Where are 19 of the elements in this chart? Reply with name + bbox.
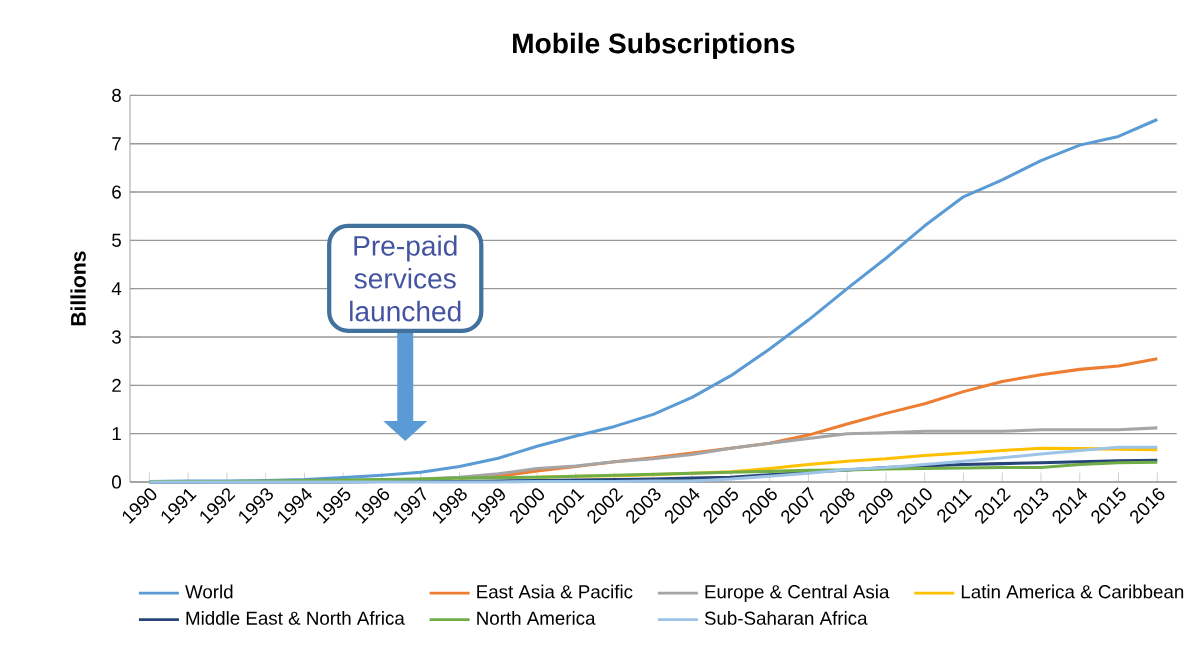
legend-label: North America [477, 611, 596, 625]
legend-label: Latin America & Caribbean [961, 584, 1184, 599]
chart-title: Mobile Subscriptions [513, 32, 795, 59]
y-axis-title: Billions [70, 251, 86, 326]
legend-label: Middle East & North Africa [186, 611, 405, 625]
y-tick-label: 1 [112, 427, 121, 441]
y-tick-label: 4 [111, 282, 122, 296]
y-tick-label: 6 [112, 185, 121, 199]
legend-label: World [185, 584, 233, 599]
y-tick-label: 5 [112, 233, 121, 247]
y-tick-label: 3 [112, 330, 121, 344]
legend-label: Sub-Saharan Africa [704, 611, 868, 625]
y-tick-label: 7 [112, 137, 121, 151]
annotation: Pre-paid services launched [350, 235, 461, 322]
y-tick-label: 0 [112, 475, 122, 489]
y-tick-label: 2 [112, 378, 121, 392]
y-tick-label: 8 [112, 88, 121, 102]
legend-label: East Asia & Pacific [477, 584, 633, 599]
legend-label: Europe & Central Asia [705, 584, 890, 603]
